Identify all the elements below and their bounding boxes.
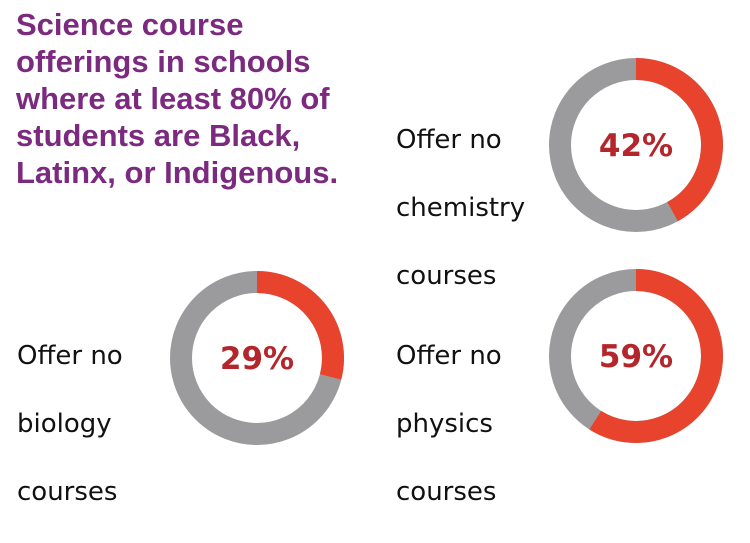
biology-donut: 29% (168, 269, 346, 447)
biology-label-line: Offer no (17, 341, 123, 371)
donut-value-arc (589, 269, 723, 443)
chemistry-label-line: chemistry (396, 193, 526, 223)
donut-value-arc (256, 271, 344, 380)
chemistry-percent: 42% (599, 128, 673, 164)
physics-label-line: physics (396, 409, 493, 439)
chemistry-donut: 42% (547, 56, 725, 234)
biology-label-line: courses (17, 477, 118, 507)
chemistry-label: Offer no chemistry courses (396, 89, 525, 327)
physics-label: Offer no physics courses (396, 305, 502, 543)
biology-percent: 29% (220, 341, 294, 377)
physics-label-line: courses (396, 477, 497, 507)
donut-value-arc (635, 58, 723, 222)
chart-title: Science course offerings in schools wher… (16, 7, 339, 190)
biology-label: Offer no biology courses (17, 305, 123, 543)
physics-percent: 59% (599, 339, 673, 375)
chemistry-label-line: Offer no (396, 125, 502, 155)
biology-label-line: biology (17, 409, 112, 439)
physics-label-line: Offer no (396, 341, 502, 371)
chemistry-label-line: courses (396, 261, 497, 291)
physics-donut: 59% (547, 267, 725, 445)
